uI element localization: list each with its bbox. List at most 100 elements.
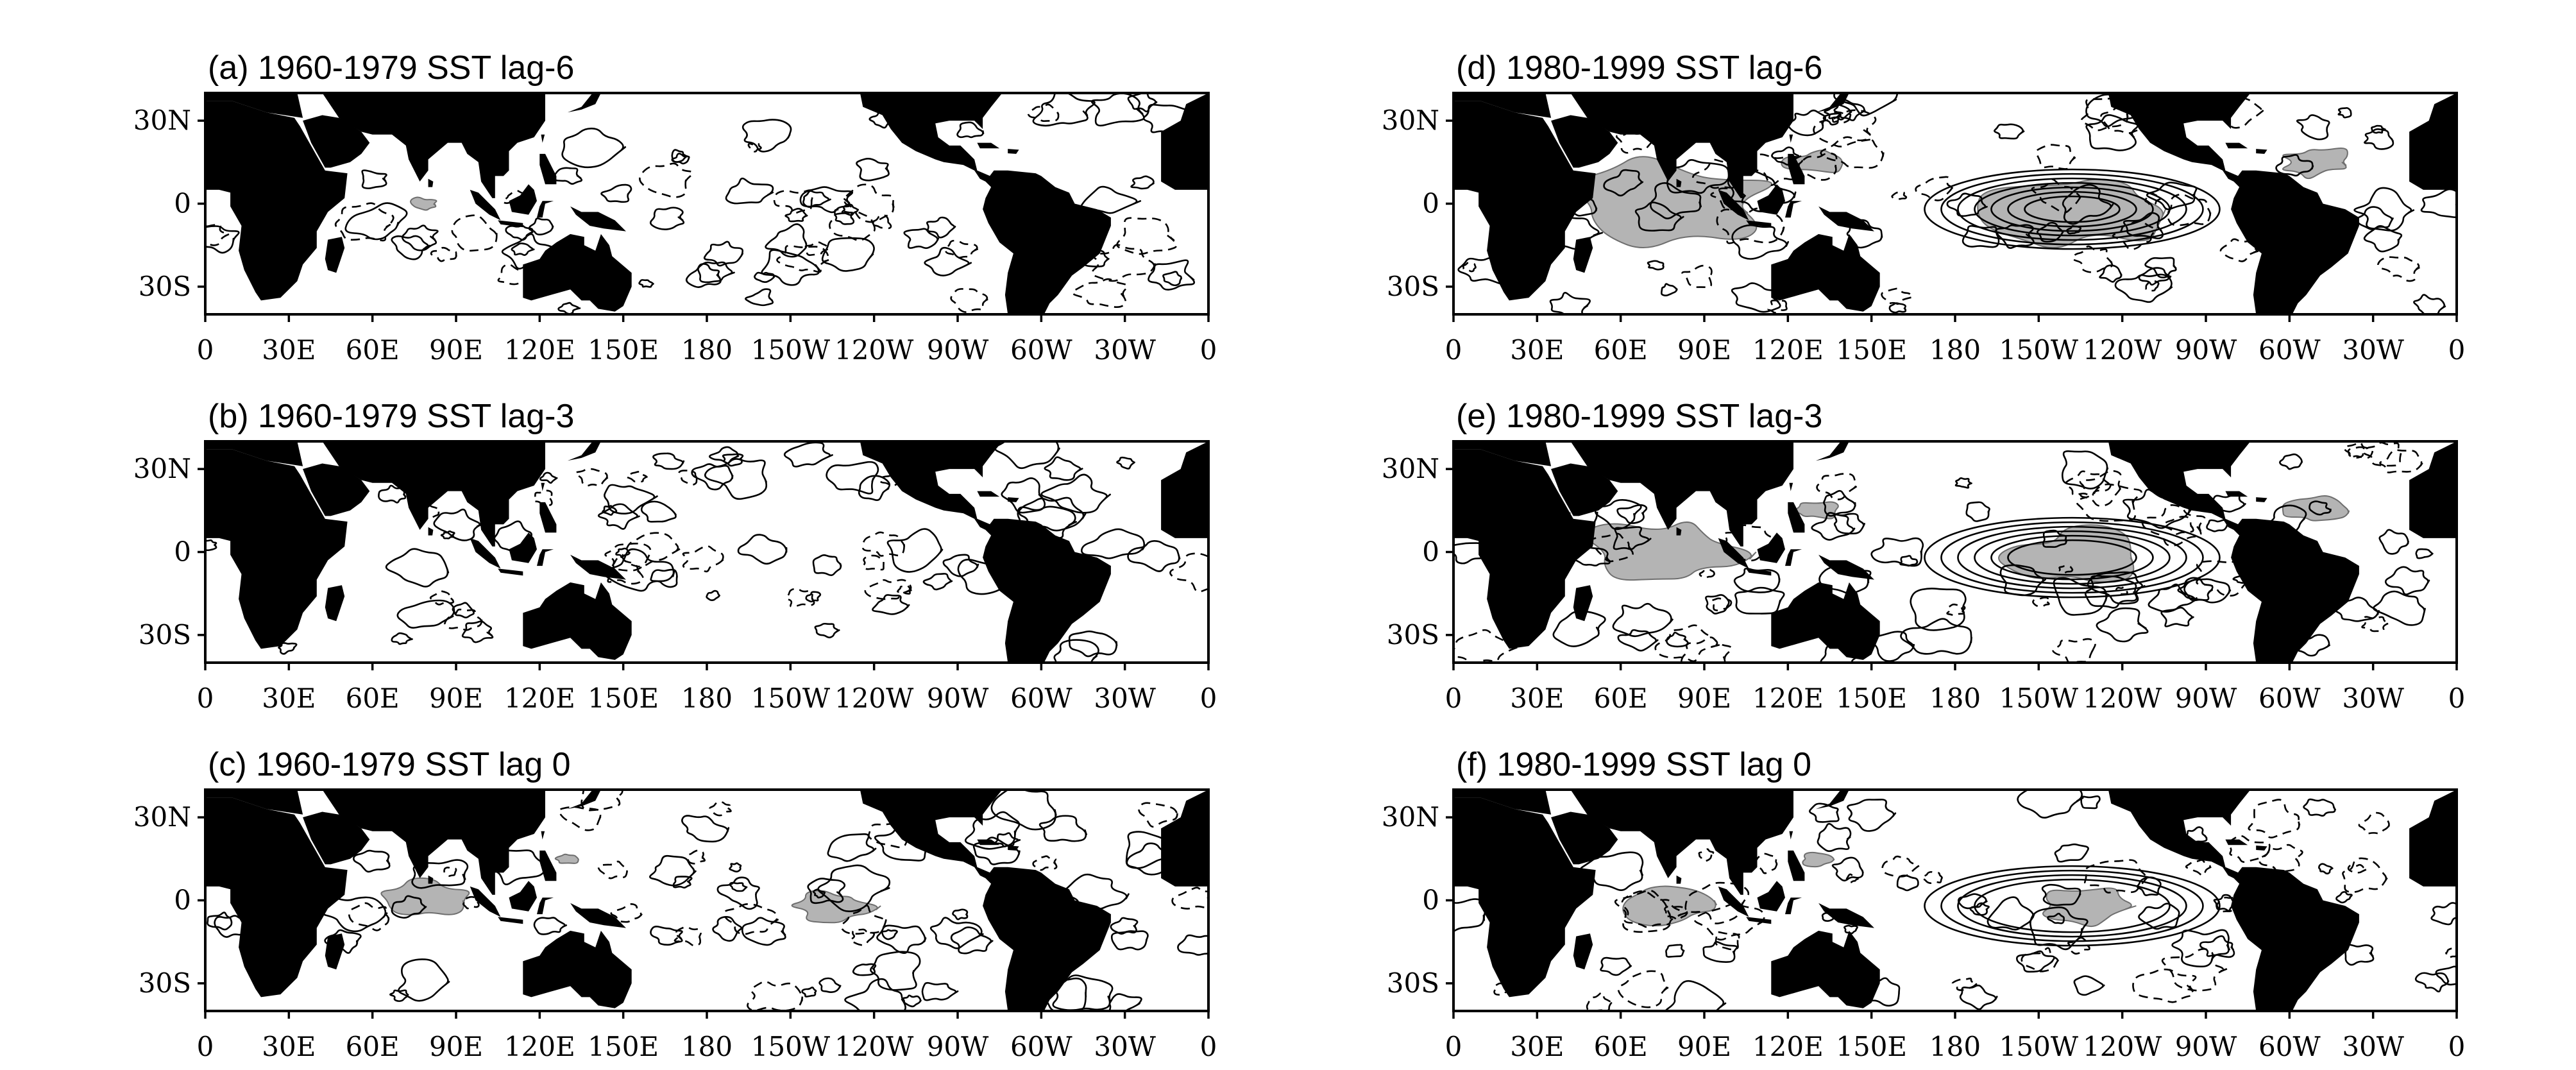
land-southAmerica [2231, 518, 2359, 663]
panel-title: (a) 1960-1979 SST lag-6 [208, 49, 574, 87]
contour-line [741, 119, 792, 153]
x-tick-label: 60E [346, 683, 400, 714]
contour-line [1824, 103, 1852, 121]
contour-line [1080, 185, 1142, 214]
land-japan [1815, 441, 1849, 461]
contour-line [2021, 947, 2060, 972]
x-tick-label: 0 [2448, 1031, 2466, 1062]
x-tick-label: 90E [429, 1031, 483, 1062]
contour-line [1162, 271, 1183, 287]
contour-line [1001, 477, 1046, 514]
contour-line [1957, 177, 2187, 241]
x-tick-label: 120E [1752, 1031, 1824, 1062]
contour-line [1032, 93, 1096, 127]
contour-line [1974, 530, 2171, 585]
contour-line [2058, 565, 2074, 574]
land-arabia [1551, 463, 1618, 516]
contour-line [352, 849, 391, 873]
contour-line [852, 963, 877, 976]
x-tick-label: 180 [1929, 334, 1981, 366]
land-sumatra [470, 886, 501, 917]
land-eurasia [205, 790, 303, 815]
contour-line [2161, 948, 2228, 992]
contour-line [807, 878, 846, 904]
contour-line [773, 189, 814, 214]
contour-line [1615, 129, 1654, 154]
contour-line [812, 888, 826, 899]
contour-line [1621, 890, 1687, 928]
x-tick-label: 180 [681, 1031, 733, 1062]
contour-line [1813, 109, 1877, 148]
land-cuba [2225, 839, 2248, 845]
land-taiwan [541, 831, 545, 840]
x-tick-label: 120E [504, 334, 575, 366]
land-philippines [539, 153, 557, 185]
contour-line [1702, 940, 1738, 963]
x-tick-label: 90W [927, 1031, 989, 1062]
land-newGuinea [1818, 903, 1874, 928]
significance-shading [2282, 148, 2348, 180]
y-tick-label: 0 [174, 885, 191, 916]
x-tick-label: 180 [1929, 683, 1981, 714]
contour-line [1080, 528, 1146, 559]
contour-line [533, 917, 568, 935]
contour-line [2377, 256, 2420, 282]
contour-line [1731, 224, 1790, 260]
contour-line [440, 530, 455, 539]
contour-line [385, 548, 450, 588]
land-java [498, 220, 523, 228]
contour-line [2430, 902, 2457, 926]
contour-line [856, 158, 890, 182]
contour-line [1822, 112, 1841, 126]
contour-line [672, 876, 693, 889]
contour-line [1665, 944, 1685, 958]
land-arabia [1551, 811, 1618, 865]
land-africa [205, 797, 348, 998]
y-tick-label: 30S [139, 967, 191, 999]
contour-line [1663, 905, 1688, 921]
contour-line [1027, 103, 1060, 123]
contour-line [737, 534, 788, 565]
land-sumatra [1718, 886, 1749, 917]
contour-line [1817, 822, 1852, 853]
contour-line [1680, 636, 1733, 663]
contour-line [615, 547, 631, 558]
contour-line [528, 217, 554, 235]
contour-line [1600, 956, 1632, 976]
land-sriLanka [428, 527, 434, 536]
contour-line [430, 246, 457, 262]
land-philippines [539, 850, 557, 881]
land-eurasia [1453, 790, 1552, 815]
land-cuba [2225, 142, 2248, 149]
contour-line [886, 528, 944, 573]
x-tick-label: 180 [1929, 1031, 1981, 1062]
contour-line [897, 584, 911, 595]
land-southAmerica [2231, 170, 2359, 314]
contour-line [1177, 934, 1208, 956]
contour-line [2275, 154, 2314, 177]
land-japan [1815, 93, 1849, 113]
contour-line [1847, 799, 1897, 832]
x-tick-label: 120W [835, 334, 914, 366]
contour-line [1586, 992, 1613, 1011]
land-philippines [1788, 850, 1805, 881]
contour-line [950, 288, 988, 313]
x-tick-label: 30W [1094, 683, 1156, 714]
land-southAmerica [983, 518, 1111, 663]
contour-line [2016, 950, 2055, 973]
x-tick-label: 180 [681, 334, 733, 366]
contour-line [1127, 93, 1158, 113]
contour-line [821, 237, 875, 272]
x-tick-label: 120W [835, 683, 914, 714]
y-tick-label: 30S [1387, 967, 1439, 999]
land-asia [1570, 441, 1793, 547]
land-newGuinea [1818, 206, 1874, 232]
x-tick-label: 0 [1445, 1031, 1462, 1062]
y-tick-label: 30S [1387, 271, 1439, 302]
contour-line [2054, 843, 2089, 863]
contour-line [604, 484, 658, 515]
contour-line [1809, 802, 1840, 823]
contour-line [334, 202, 394, 242]
contour-line [849, 928, 876, 946]
contour-line [2099, 264, 2123, 283]
